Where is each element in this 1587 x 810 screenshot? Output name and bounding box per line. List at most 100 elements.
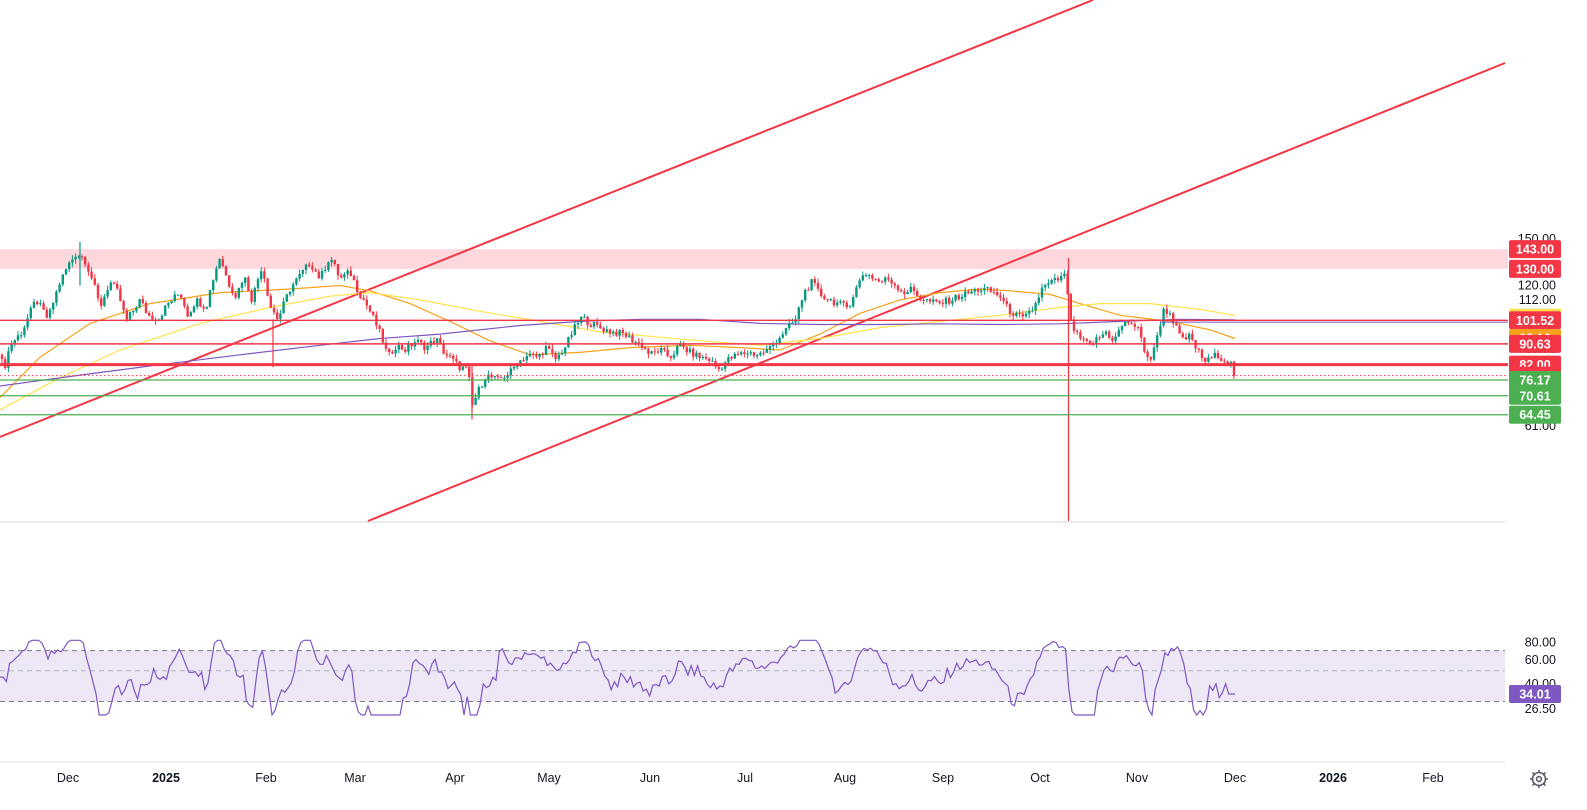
candle-body[interactable]	[327, 262, 330, 270]
candle-body[interactable]	[653, 351, 656, 353]
candle-body[interactable]	[282, 301, 285, 314]
candle-body[interactable]	[356, 280, 359, 293]
candle-body[interactable]	[448, 355, 452, 357]
candle-body[interactable]	[1002, 297, 1005, 302]
candle-body[interactable]	[1050, 280, 1053, 284]
candle-body[interactable]	[756, 355, 759, 357]
candle-body[interactable]	[176, 294, 180, 296]
candle-body[interactable]	[1063, 273, 1066, 277]
candle-body[interactable]	[650, 351, 653, 354]
candle-body[interactable]	[151, 315, 154, 320]
candle-body[interactable]	[224, 266, 228, 276]
chart-settings-icon[interactable]	[1528, 768, 1550, 790]
candle-body[interactable]	[61, 274, 64, 285]
candle-body[interactable]	[368, 305, 372, 312]
candle-body[interactable]	[1188, 333, 1191, 340]
candle-body[interactable]	[464, 366, 468, 368]
channel-lower-trendline[interactable]	[367, 62, 1506, 522]
candle-body[interactable]	[493, 376, 496, 378]
candle-body[interactable]	[804, 289, 807, 301]
candle-body[interactable]	[980, 290, 983, 292]
candle-body[interactable]	[736, 353, 740, 355]
candle-body[interactable]	[432, 340, 436, 343]
candle-body[interactable]	[925, 299, 928, 301]
candle-body[interactable]	[253, 288, 256, 302]
candle-body[interactable]	[426, 345, 429, 351]
candle-body[interactable]	[797, 307, 800, 320]
candle-body[interactable]	[887, 277, 890, 280]
candle-body[interactable]	[682, 343, 685, 348]
horizontal-level-layer[interactable]	[0, 319, 1508, 416]
candle-body[interactable]	[922, 300, 925, 302]
candle-body[interactable]	[608, 329, 612, 334]
candle-body[interactable]	[720, 368, 724, 370]
candle-body[interactable]	[762, 352, 765, 354]
candle-body[interactable]	[1047, 283, 1050, 286]
candle-body[interactable]	[119, 288, 122, 302]
candle-body[interactable]	[1184, 337, 1188, 340]
candle-body[interactable]	[170, 300, 173, 303]
candle-body[interactable]	[1136, 326, 1140, 328]
candle-body[interactable]	[954, 295, 957, 301]
candle-body[interactable]	[906, 292, 909, 295]
candle-body[interactable]	[548, 346, 551, 349]
candle-body[interactable]	[567, 336, 570, 348]
candle-body[interactable]	[583, 316, 586, 318]
candle-body[interactable]	[42, 303, 45, 310]
candle-body[interactable]	[231, 286, 234, 294]
candle-body[interactable]	[484, 379, 487, 387]
candle-body[interactable]	[919, 296, 922, 301]
candle-body[interactable]	[893, 283, 896, 286]
candle-body[interactable]	[32, 301, 36, 308]
candle-body[interactable]	[39, 303, 42, 305]
candle-body[interactable]	[1069, 293, 1072, 320]
candle-body[interactable]	[576, 322, 580, 325]
candle-body[interactable]	[503, 377, 506, 379]
candle-body[interactable]	[221, 258, 224, 267]
candle-body[interactable]	[391, 351, 394, 354]
candle-body[interactable]	[973, 289, 976, 292]
candle-body[interactable]	[474, 397, 477, 405]
candle-body[interactable]	[381, 328, 384, 343]
candlestick-layer[interactable]	[0, 241, 1236, 521]
candle-body[interactable]	[788, 323, 791, 328]
candle-body[interactable]	[749, 352, 752, 354]
candle-body[interactable]	[861, 275, 864, 281]
candle-body[interactable]	[240, 282, 244, 288]
candle-body[interactable]	[1021, 314, 1024, 317]
candle-body[interactable]	[1159, 325, 1162, 336]
candle-body[interactable]	[180, 294, 183, 298]
candle-body[interactable]	[272, 307, 276, 313]
candle-body[interactable]	[308, 264, 311, 267]
candle-body[interactable]	[324, 269, 327, 271]
candle-body[interactable]	[842, 301, 845, 303]
candle-body[interactable]	[717, 366, 720, 369]
candle-body[interactable]	[1082, 338, 1085, 340]
candle-body[interactable]	[1088, 340, 1092, 344]
candle-body[interactable]	[557, 354, 560, 360]
candle-body[interactable]	[951, 300, 954, 304]
candle-body[interactable]	[407, 344, 410, 352]
candle-body[interactable]	[244, 277, 247, 283]
candle-body[interactable]	[599, 324, 602, 329]
candle-body[interactable]	[765, 349, 768, 353]
candle-body[interactable]	[909, 286, 912, 293]
candle-body[interactable]	[1213, 352, 1216, 358]
candle-body[interactable]	[528, 353, 532, 356]
candle-body[interactable]	[970, 291, 973, 294]
candle-body[interactable]	[13, 340, 16, 345]
candle-body[interactable]	[164, 305, 167, 316]
candle-body[interactable]	[1079, 331, 1082, 339]
candle-body[interactable]	[823, 296, 826, 300]
candle-body[interactable]	[144, 302, 148, 313]
candle-body[interactable]	[263, 271, 266, 279]
candle-body[interactable]	[1232, 361, 1236, 376]
candle-body[interactable]	[26, 318, 29, 328]
candle-body[interactable]	[903, 291, 906, 295]
candle-body[interactable]	[36, 301, 39, 305]
candle-body[interactable]	[71, 259, 74, 263]
candle-body[interactable]	[615, 331, 618, 336]
candle-body[interactable]	[829, 299, 832, 301]
candle-body[interactable]	[688, 348, 692, 353]
channel-upper-trendline[interactable]	[0, 0, 1094, 438]
